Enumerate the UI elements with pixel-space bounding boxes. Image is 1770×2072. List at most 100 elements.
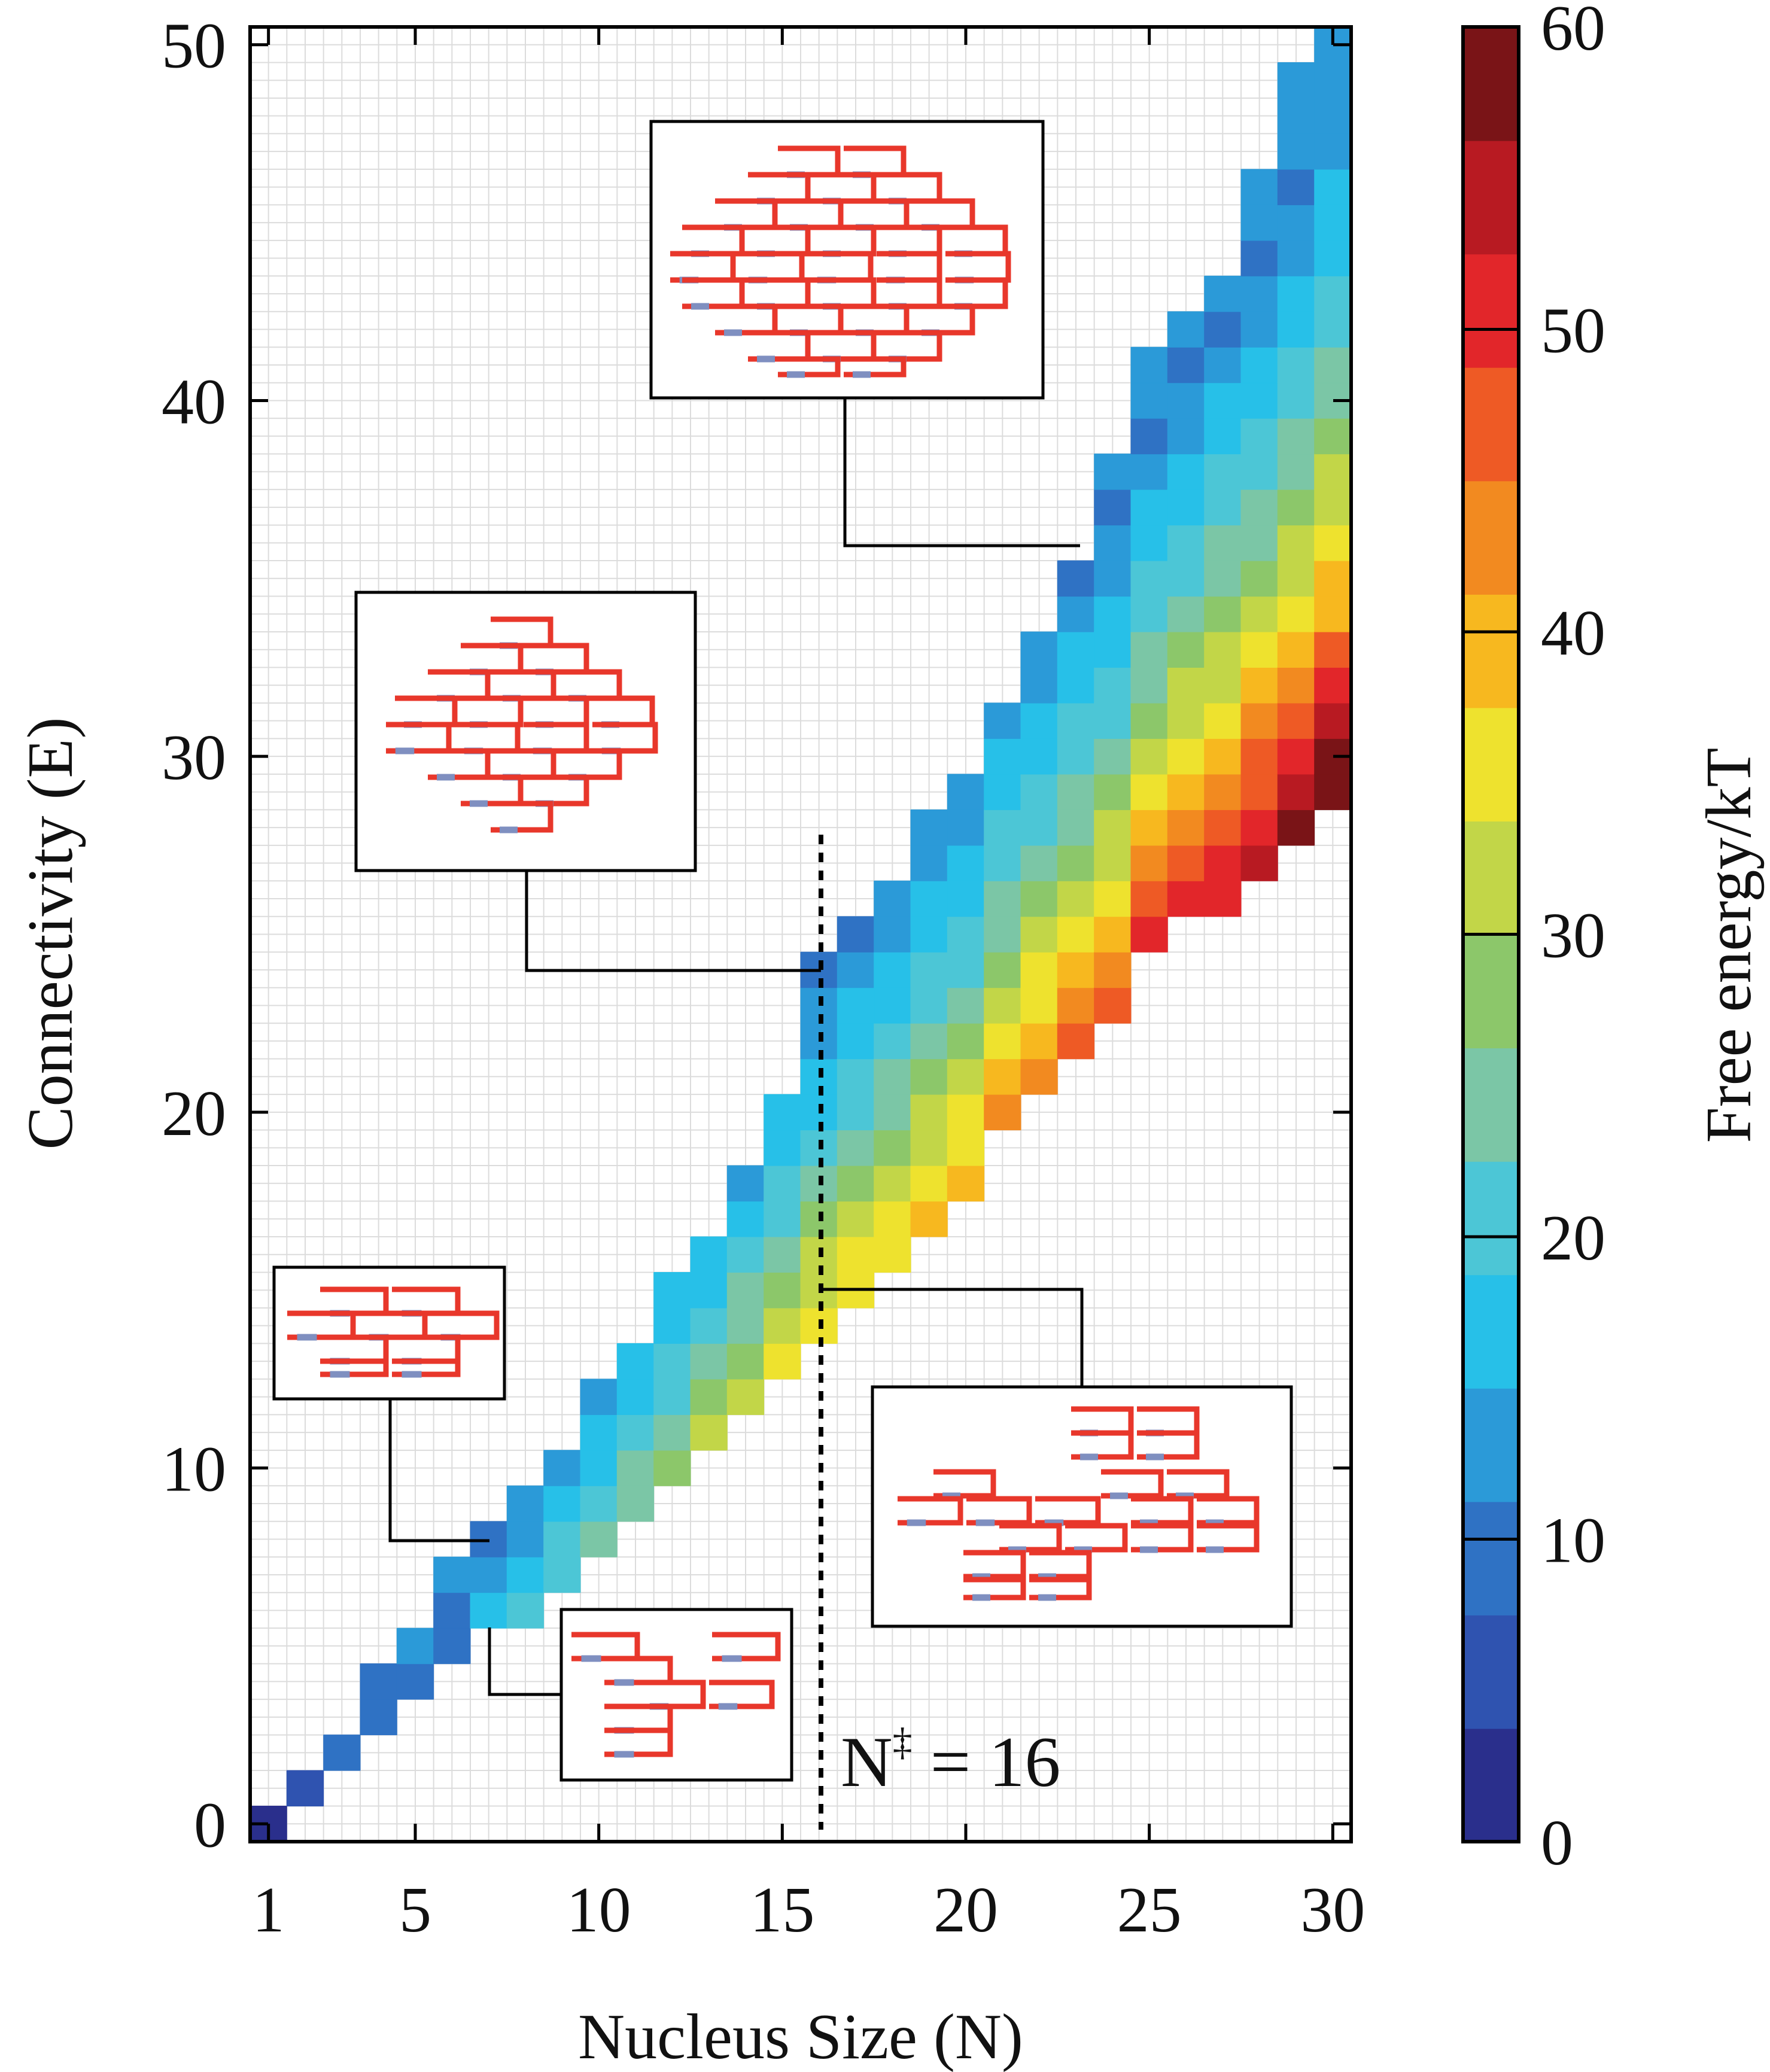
heatmap-cell — [947, 774, 985, 810]
heatmap-cell — [984, 845, 1021, 881]
heatmap-cell — [1204, 631, 1242, 668]
inset-chain-large — [821, 1288, 1293, 1628]
heatmap-cell — [1167, 845, 1205, 881]
heatmap-cell — [1240, 169, 1278, 205]
heatmap-cell — [984, 702, 1021, 739]
heatmap-cell — [1130, 702, 1168, 739]
colorbar-segment — [1463, 1728, 1519, 1842]
heatmap-cell — [984, 880, 1021, 917]
heatmap-cell — [1094, 560, 1132, 597]
colorbar-segment — [1463, 594, 1519, 708]
heatmap-cell — [1277, 454, 1315, 490]
heatmap-cell — [1057, 845, 1095, 881]
annotation-symbol: N — [841, 1722, 893, 1802]
heatmap-cell — [984, 916, 1021, 953]
heatmap-cell — [1020, 667, 1058, 704]
heatmap-cell — [910, 1094, 948, 1131]
heatmap-cell — [984, 774, 1021, 810]
plot-frame — [248, 25, 1353, 1843]
heatmap-cell — [1130, 560, 1168, 597]
heatmap-cell — [433, 1592, 471, 1629]
heatmap-cell — [616, 1343, 655, 1380]
colorbar-segment — [1463, 934, 1519, 1049]
heatmap-cell — [1240, 382, 1278, 419]
heatmap-cell — [433, 1627, 471, 1665]
heatmap-cell — [726, 1343, 765, 1380]
heatmap-cell — [874, 1165, 911, 1202]
heatmap-cell — [1020, 774, 1058, 810]
heatmap-cell — [1240, 809, 1278, 846]
colorbar-tick-label: 0 — [1541, 1808, 1573, 1879]
heatmap-cell — [543, 1521, 581, 1557]
heatmap-cell — [1130, 667, 1168, 704]
heatmap-cell — [360, 1699, 397, 1736]
heatmap-cell — [1094, 774, 1132, 810]
heatmap-cell — [1167, 311, 1205, 348]
heatmap-cell — [874, 1058, 911, 1095]
heatmap-cell — [1314, 489, 1352, 526]
heatmap-cell — [837, 1201, 875, 1237]
heatmap-cell — [506, 1592, 545, 1629]
heatmap-cell — [1277, 489, 1315, 526]
heatmap-cell — [1277, 62, 1315, 99]
heatmap-cell — [1204, 774, 1242, 810]
x-tick-label: 30 — [1300, 1875, 1365, 1946]
heatmap-cell — [1204, 346, 1242, 384]
heatmap-cell — [1167, 809, 1205, 846]
heatmap-cell — [910, 916, 948, 953]
heatmap-cell — [1130, 738, 1168, 775]
x-tick-label: 15 — [750, 1875, 814, 1946]
heatmap-cell — [1094, 845, 1132, 881]
heatmap-cell — [1020, 631, 1058, 668]
heatmap-cell — [1314, 311, 1352, 348]
heatmap-cell — [910, 845, 948, 881]
heatmap-cell — [764, 1165, 801, 1202]
heatmap-cell — [1204, 311, 1242, 348]
heatmap-cell — [1204, 454, 1242, 490]
heatmap-cell — [874, 1130, 911, 1166]
colorbar-segment — [1463, 140, 1519, 255]
colorbar-title: Free energy/kT — [1693, 748, 1765, 1143]
heatmap-cell — [1167, 596, 1205, 632]
heatmap-cell — [616, 1414, 655, 1451]
heatmap-cell — [1314, 98, 1352, 134]
heatmap-cell — [1057, 596, 1095, 632]
heatmap-cell — [764, 1236, 801, 1273]
heatmap-cell — [1277, 133, 1315, 170]
heatmap-cell — [1240, 204, 1278, 241]
heatmap-cell — [1020, 880, 1058, 917]
heatmap-cell — [726, 1272, 765, 1309]
heatmap-cell — [1167, 702, 1205, 739]
heatmap-cells — [250, 26, 1352, 1842]
heatmap-cell — [1094, 916, 1132, 953]
heatmap-cell — [764, 1343, 801, 1380]
heatmap-cell — [1314, 240, 1352, 276]
heatmap-cell — [1240, 489, 1278, 526]
heatmap-cell — [1277, 702, 1315, 739]
heatmap-cell — [1167, 525, 1205, 561]
colorbar: 0 10 20 30 40 50 60 — [1461, 0, 1605, 1879]
heatmap-cell — [1130, 346, 1168, 384]
heatmap-cell — [1240, 560, 1278, 597]
heatmap-cell — [1204, 489, 1242, 526]
heatmap-cell — [910, 987, 948, 1024]
heatmap-cell — [1240, 631, 1278, 668]
y-tick-label: 50 — [162, 11, 226, 82]
heatmap-cell — [726, 1165, 765, 1202]
heatmap-cell — [910, 1201, 948, 1237]
heatmap-cell — [543, 1556, 581, 1593]
heatmap-cell — [1094, 667, 1132, 704]
x-tick-label: 20 — [933, 1875, 998, 1946]
colorbar-segment — [1463, 707, 1519, 822]
heatmap-cell — [690, 1414, 728, 1451]
heatmap-cell — [1167, 880, 1205, 917]
heatmap-cell — [1167, 454, 1205, 490]
heatmap-cell — [1130, 596, 1168, 632]
heatmap-cell — [947, 951, 985, 988]
heatmap-cell — [1094, 809, 1132, 846]
heatmap-cell — [396, 1663, 434, 1700]
heatmap-cell — [1240, 702, 1278, 739]
heatmap-cell — [947, 845, 985, 881]
critical-size-annotation: N‡ = 16 — [841, 1720, 1060, 1802]
